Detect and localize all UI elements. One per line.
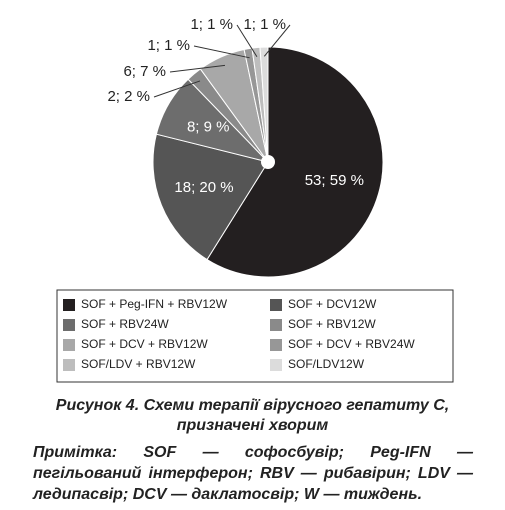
pie-slice (206, 46, 384, 278)
legend-label: SOF + Peg-IFN + RBV12W (81, 297, 228, 311)
data-label: 18; 20 % (174, 179, 233, 196)
figure-caption: Рисунок 4. Схеми терапії вірусного гепат… (55, 397, 450, 434)
chart: 53; 59 % 18; 20 % 8; 9 % 2; 2 % 6; 7 % 1; 1 %… (56, 16, 454, 383)
leader-line (153, 80, 201, 98)
legend-swatch (63, 359, 75, 371)
pie-slice (259, 46, 269, 163)
legend-swatch (270, 299, 282, 311)
legend-swatch (63, 339, 75, 351)
leader-line (236, 24, 258, 58)
legend-label: SOF/LDV12W (288, 357, 365, 371)
legend-label: SOF + RBV24W (81, 317, 169, 331)
legend-box (56, 289, 454, 383)
leader-line (263, 24, 291, 57)
legend-label: SOF + DCV12W (288, 297, 377, 311)
legend-label: SOF + DCV + RBV24W (288, 337, 415, 351)
center-hole (261, 155, 275, 169)
data-label: 6; 7 % (123, 63, 166, 80)
pie-slice (152, 133, 269, 261)
legend-swatch (63, 319, 75, 331)
figure-note: Примітка: SOF — софосбувір; Peg-IFN — пе… (33, 444, 473, 503)
legend-label: SOF + RBV12W (288, 317, 376, 331)
leader-line (169, 64, 226, 73)
legend-label: SOF + DCV + RBV12W (81, 337, 208, 351)
leader-line (193, 45, 250, 59)
legend-swatch (270, 339, 282, 351)
data-label: 1; 1 % (147, 37, 190, 54)
data-label: 1; 1 % (190, 16, 233, 33)
legend-swatch (63, 299, 75, 311)
data-label: 8; 9 % (187, 118, 230, 135)
legend-swatch (270, 359, 282, 371)
legend-label: SOF/LDV + RBV12W (81, 357, 196, 371)
data-label: 1; 1 % (243, 16, 286, 33)
data-label: 53; 59 % (305, 172, 364, 189)
data-label: 2; 2 % (107, 88, 150, 105)
legend-swatch (270, 319, 282, 331)
